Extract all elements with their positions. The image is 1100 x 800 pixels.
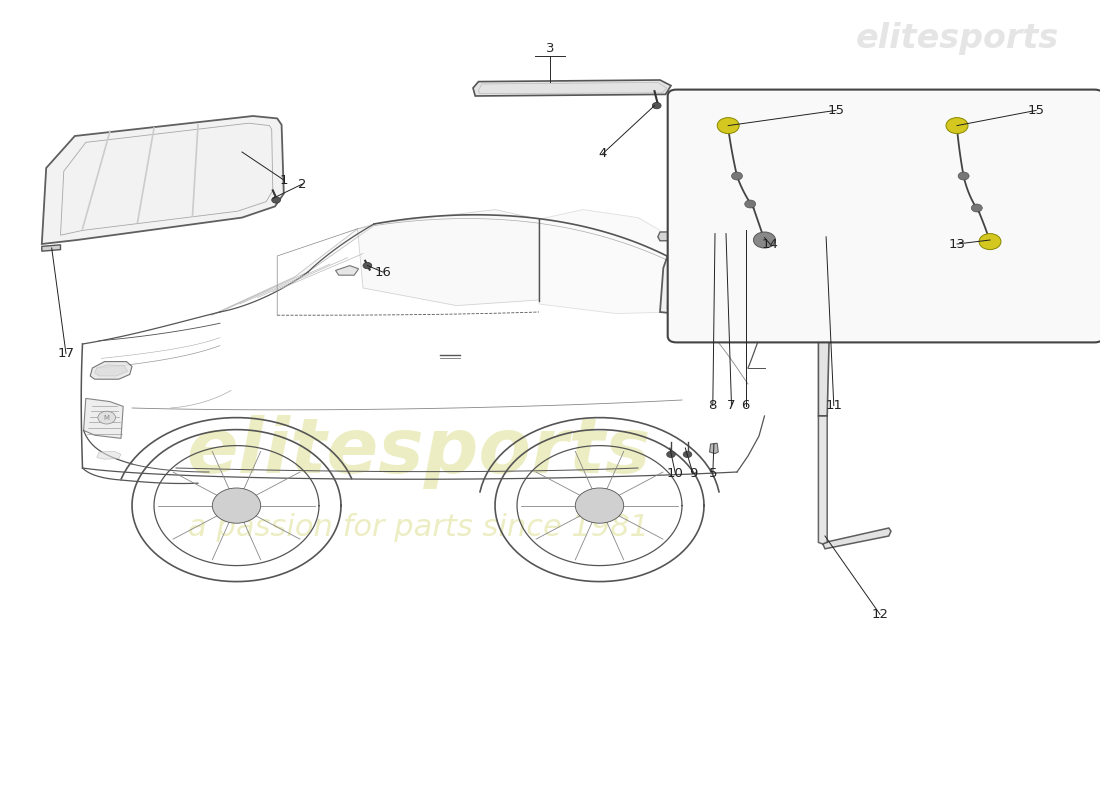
Text: 1: 1: [279, 174, 288, 186]
Text: 5: 5: [708, 467, 717, 480]
Text: 15: 15: [1027, 104, 1045, 117]
Polygon shape: [95, 365, 128, 376]
Circle shape: [363, 262, 372, 269]
Circle shape: [958, 172, 969, 180]
Polygon shape: [84, 398, 123, 438]
Text: 4: 4: [598, 147, 607, 160]
Polygon shape: [703, 230, 738, 238]
Text: 7: 7: [727, 399, 736, 412]
Circle shape: [741, 228, 748, 233]
Polygon shape: [710, 443, 718, 454]
Text: 17: 17: [57, 347, 75, 360]
Text: 13: 13: [948, 238, 966, 250]
Circle shape: [946, 118, 968, 134]
Polygon shape: [336, 266, 359, 275]
Circle shape: [272, 197, 280, 203]
Polygon shape: [741, 227, 748, 235]
Polygon shape: [90, 362, 132, 379]
Text: 6: 6: [741, 399, 750, 412]
Circle shape: [98, 411, 116, 424]
Text: 16: 16: [374, 266, 392, 278]
Circle shape: [683, 451, 692, 458]
Text: 3: 3: [546, 42, 554, 54]
Text: 12: 12: [871, 608, 889, 621]
Circle shape: [212, 488, 261, 523]
Circle shape: [979, 234, 1001, 250]
Text: 15: 15: [827, 104, 845, 117]
Polygon shape: [823, 528, 891, 549]
Polygon shape: [818, 234, 836, 416]
Circle shape: [745, 200, 756, 208]
Polygon shape: [358, 210, 539, 306]
Polygon shape: [473, 80, 671, 96]
Text: elitesports: elitesports: [186, 415, 650, 489]
Polygon shape: [42, 116, 284, 244]
Text: 11: 11: [825, 399, 843, 412]
Polygon shape: [660, 232, 764, 320]
Circle shape: [732, 172, 742, 180]
Text: 10: 10: [667, 467, 684, 480]
Circle shape: [667, 451, 675, 458]
Polygon shape: [818, 416, 827, 544]
Polygon shape: [539, 210, 676, 314]
Text: elitesports: elitesports: [856, 22, 1058, 55]
Text: M: M: [103, 414, 110, 421]
Polygon shape: [658, 230, 768, 241]
Circle shape: [575, 488, 624, 523]
Text: 9: 9: [689, 467, 697, 480]
Text: 2: 2: [298, 178, 307, 190]
Circle shape: [717, 118, 739, 134]
Text: a passion for parts since 1981: a passion for parts since 1981: [187, 514, 649, 542]
FancyBboxPatch shape: [668, 90, 1100, 342]
Polygon shape: [97, 451, 121, 459]
Circle shape: [754, 232, 776, 248]
Polygon shape: [42, 245, 60, 251]
Text: 14: 14: [761, 238, 779, 250]
Circle shape: [971, 204, 982, 212]
Text: 8: 8: [708, 399, 717, 412]
Circle shape: [652, 102, 661, 109]
Polygon shape: [211, 226, 374, 315]
